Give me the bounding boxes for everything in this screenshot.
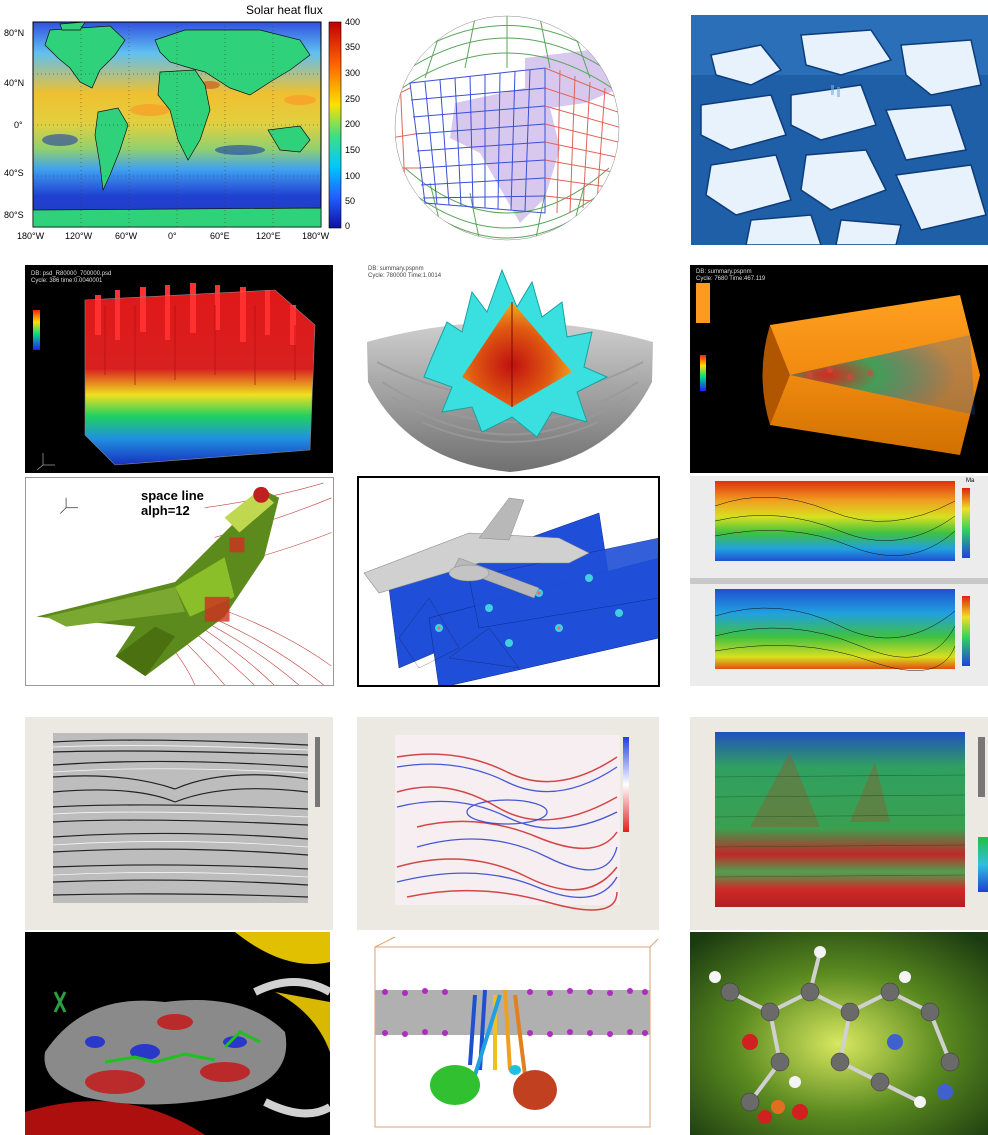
render-info-line: Cycle: 780000 Time:1.0014 (368, 273, 442, 279)
map-title: Solar heat flux (246, 3, 323, 17)
airplane-wake-slices (357, 476, 660, 687)
seismic-grayscale-section (25, 717, 333, 930)
lat-tick: 40°S (4, 168, 24, 178)
colorbar-tick: 400 (345, 17, 361, 27)
cubed-sphere-globe (385, 8, 630, 248)
seismic-gray-graphic (52, 733, 320, 903)
render-info-line: DB: psd_R80000_700000.psd (31, 271, 112, 277)
shuttle-graphic (36, 482, 332, 685)
colorbar-tick: 200 (345, 119, 361, 129)
airplane-wake-graphic (363, 497, 658, 685)
membrane-graphic (374, 936, 659, 1128)
lat-tick: 80°S (4, 210, 24, 220)
contour-legend-title: Ma (966, 478, 975, 484)
render-info-line: Cycle: 386 time:0.0040001 (31, 278, 103, 284)
lon-tick: 0° (168, 231, 177, 241)
render-info-line: DB: summary.pspnm (696, 269, 752, 275)
lon-tick: 120°E (256, 231, 281, 241)
cylinder-graphic (696, 283, 980, 455)
space-shuttle-streamlines: space line alph=12 (25, 477, 334, 686)
turbulence-volume-render: DB: psd_R80000_700000.psd Cycle: 386 tim… (25, 265, 333, 473)
lat-tick: 0° (14, 120, 23, 130)
colorbar-tick: 250 (345, 94, 361, 104)
lat-tick: 40°N (4, 78, 25, 88)
colorbar-tick: 350 (345, 42, 361, 52)
globe-grid-graphic (394, 15, 620, 241)
seismic-redblue-section (357, 717, 659, 930)
colorbar-tick: 150 (345, 145, 361, 155)
turbulence-graphic (33, 283, 316, 471)
seismic-green-graphic (714, 732, 988, 907)
molecule-graphic (690, 932, 988, 1135)
lon-tick: 120°W (65, 231, 93, 241)
lon-tick: 180°W (17, 231, 45, 241)
lon-tick: 180°W (302, 231, 330, 241)
colorbar-tick: 300 (345, 68, 361, 78)
lon-tick: 60°E (210, 231, 230, 241)
sea-ice-photo (691, 15, 988, 245)
solar-map-graphic (32, 21, 342, 229)
shuttle-title-line2: alph=12 (141, 503, 190, 518)
cylinder-volume-render: DB: summary.pspnm Cycle: 7680 Time:467.1… (690, 265, 988, 473)
seismic-green-section (690, 717, 988, 930)
binding-surface-graphic (25, 932, 330, 1135)
colorbar-tick: 0 (345, 221, 351, 231)
contour-graphic (690, 476, 988, 686)
contour-plot-panels: Ma (690, 476, 988, 686)
spherical-shell-cutaway: DB: summary.pspnm Cycle: 780000 Time:1.0… (362, 262, 658, 474)
protein-binding-surface (25, 932, 330, 1135)
sea-ice-graphic (691, 15, 988, 245)
render-info-line: DB: summary.pspnm (368, 266, 424, 272)
shuttle-title-line1: space line (141, 488, 204, 503)
lat-tick: 80°N (4, 28, 25, 38)
seismic-redblue-graphic (395, 735, 629, 911)
spherical-shell-graphic (367, 268, 653, 472)
colorbar-tick: 100 (345, 171, 361, 181)
render-info-line: Cycle: 7680 Time:467.119 (696, 276, 766, 282)
molecule-ball-and-stick (690, 932, 988, 1135)
colorbar-tick: 50 (345, 196, 356, 206)
solar-heat-flux-map: Solar heat flux 80°N 40°N 0° 40°S 80°S 1… (0, 0, 362, 245)
membrane-protein-simulation (360, 935, 660, 1135)
lon-tick: 60°W (115, 231, 138, 241)
